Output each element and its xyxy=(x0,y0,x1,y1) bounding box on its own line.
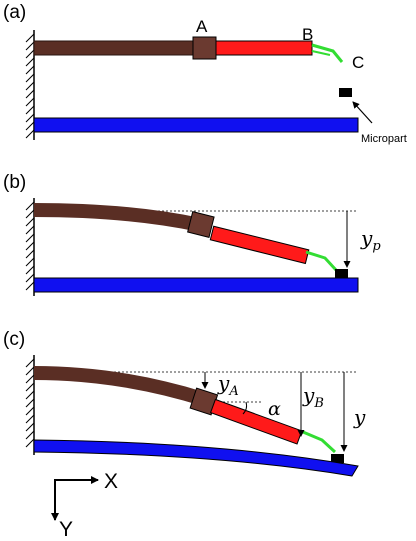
panel-c: (c) α yA yB xyxy=(3,329,366,477)
point-label-c: C xyxy=(352,53,364,72)
x-axis-label: X xyxy=(104,470,118,493)
micropart-a xyxy=(339,88,352,97)
coordinate-axes: X Y xyxy=(51,470,118,541)
wall-c xyxy=(25,355,35,455)
gripper-b xyxy=(305,250,338,272)
angle-arc xyxy=(242,401,248,415)
link-a xyxy=(214,40,313,56)
angle-label: α xyxy=(268,398,281,420)
wall-b xyxy=(25,198,35,296)
micropart-arrow xyxy=(352,101,373,124)
joint-b xyxy=(187,211,215,238)
panel-a-label: (a) xyxy=(3,2,26,23)
dimension-label-ya: yA xyxy=(217,371,239,399)
y-axis-label: Y xyxy=(59,518,73,541)
beam-b xyxy=(33,203,202,232)
micropart-b xyxy=(335,269,348,278)
surface-b xyxy=(33,277,359,293)
panel-b-label: (b) xyxy=(3,172,26,193)
dimension-label-y: y xyxy=(353,405,366,429)
panel-b: (b) yp xyxy=(3,172,381,296)
dimension-label-yp: yp xyxy=(360,226,381,254)
surface-c xyxy=(33,439,359,477)
wall-a xyxy=(25,30,35,140)
beam-c xyxy=(33,366,206,406)
micropart-c xyxy=(331,454,344,463)
gripper-a-tip xyxy=(311,50,331,56)
link-b xyxy=(209,225,310,265)
dimension-label-yb: yB xyxy=(302,383,324,411)
surface-a xyxy=(33,117,359,133)
panel-a: (a) A B C Micropart xyxy=(3,2,407,145)
gripper-c xyxy=(302,430,337,454)
panel-c-label: (c) xyxy=(3,329,25,350)
point-label-a: A xyxy=(196,17,208,36)
link-c xyxy=(209,398,303,445)
point-label-b: B xyxy=(302,25,313,44)
beam-a xyxy=(33,40,200,56)
micropart-label: Micropart xyxy=(361,133,407,145)
gripper-a xyxy=(311,43,344,63)
joint-a xyxy=(192,36,217,60)
